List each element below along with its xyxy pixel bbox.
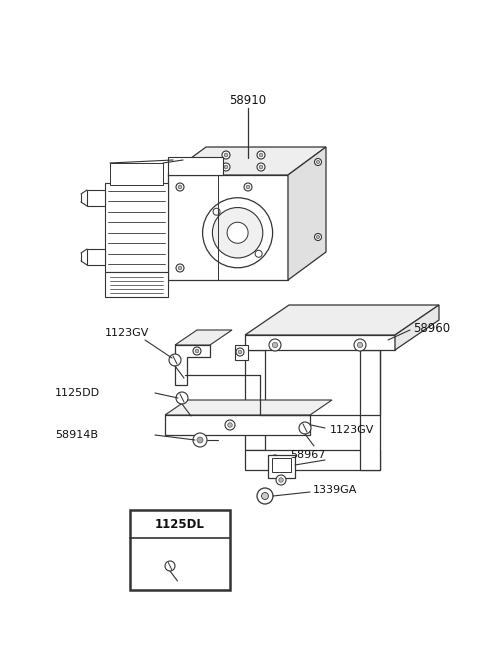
Circle shape <box>228 422 232 427</box>
Polygon shape <box>245 305 439 335</box>
Bar <box>272 458 291 472</box>
Circle shape <box>316 235 320 238</box>
Circle shape <box>178 266 182 270</box>
Circle shape <box>236 348 244 356</box>
Circle shape <box>255 250 262 257</box>
Circle shape <box>276 475 286 485</box>
Circle shape <box>272 343 278 348</box>
Bar <box>105 183 168 272</box>
Circle shape <box>246 185 250 189</box>
Circle shape <box>193 433 207 447</box>
Circle shape <box>193 347 201 355</box>
Bar <box>105 272 168 297</box>
Circle shape <box>259 153 263 157</box>
Circle shape <box>203 198 273 268</box>
Circle shape <box>176 392 188 404</box>
Polygon shape <box>87 249 105 265</box>
Circle shape <box>176 183 184 191</box>
Polygon shape <box>245 335 395 350</box>
Circle shape <box>357 343 363 348</box>
Circle shape <box>169 354 181 366</box>
Circle shape <box>259 165 263 169</box>
Circle shape <box>279 477 283 482</box>
Text: 58960: 58960 <box>413 322 450 335</box>
Circle shape <box>257 151 265 159</box>
Circle shape <box>176 264 184 272</box>
Circle shape <box>224 153 228 157</box>
Polygon shape <box>245 450 380 470</box>
Circle shape <box>227 222 248 243</box>
Bar <box>168 175 288 280</box>
Polygon shape <box>235 345 248 360</box>
Bar <box>168 157 223 175</box>
Polygon shape <box>175 345 210 385</box>
Circle shape <box>197 437 203 443</box>
Circle shape <box>269 339 281 351</box>
Text: 58967: 58967 <box>290 450 325 460</box>
Circle shape <box>244 183 252 191</box>
Circle shape <box>195 349 199 353</box>
Text: 1339GA: 1339GA <box>313 485 358 495</box>
Circle shape <box>224 165 228 169</box>
Circle shape <box>316 160 320 164</box>
Circle shape <box>178 185 182 189</box>
Circle shape <box>257 488 273 504</box>
Circle shape <box>270 455 280 465</box>
Polygon shape <box>245 350 265 450</box>
Circle shape <box>222 151 230 159</box>
Circle shape <box>257 163 265 171</box>
Polygon shape <box>268 455 295 478</box>
Polygon shape <box>87 190 105 206</box>
Polygon shape <box>165 400 332 415</box>
Polygon shape <box>395 305 439 350</box>
Circle shape <box>314 159 322 166</box>
Text: 1125DD: 1125DD <box>55 388 100 398</box>
Polygon shape <box>175 330 232 345</box>
Circle shape <box>212 208 263 258</box>
Circle shape <box>354 339 366 351</box>
Circle shape <box>314 233 322 240</box>
Circle shape <box>262 493 268 500</box>
Circle shape <box>225 420 235 430</box>
Circle shape <box>213 208 220 215</box>
Polygon shape <box>168 147 326 175</box>
Bar <box>110 163 163 185</box>
Circle shape <box>165 561 175 571</box>
Polygon shape <box>360 350 380 470</box>
Circle shape <box>222 163 230 171</box>
Circle shape <box>238 350 242 354</box>
Text: 1123GV: 1123GV <box>330 425 374 435</box>
Bar <box>130 510 230 590</box>
Circle shape <box>273 458 277 462</box>
Circle shape <box>299 422 311 434</box>
Polygon shape <box>165 415 310 435</box>
Polygon shape <box>288 147 326 280</box>
Text: 58914B: 58914B <box>55 430 98 440</box>
Text: 58910: 58910 <box>229 94 266 107</box>
Text: 1125DL: 1125DL <box>155 517 205 531</box>
Text: 1123GV: 1123GV <box>105 328 149 338</box>
